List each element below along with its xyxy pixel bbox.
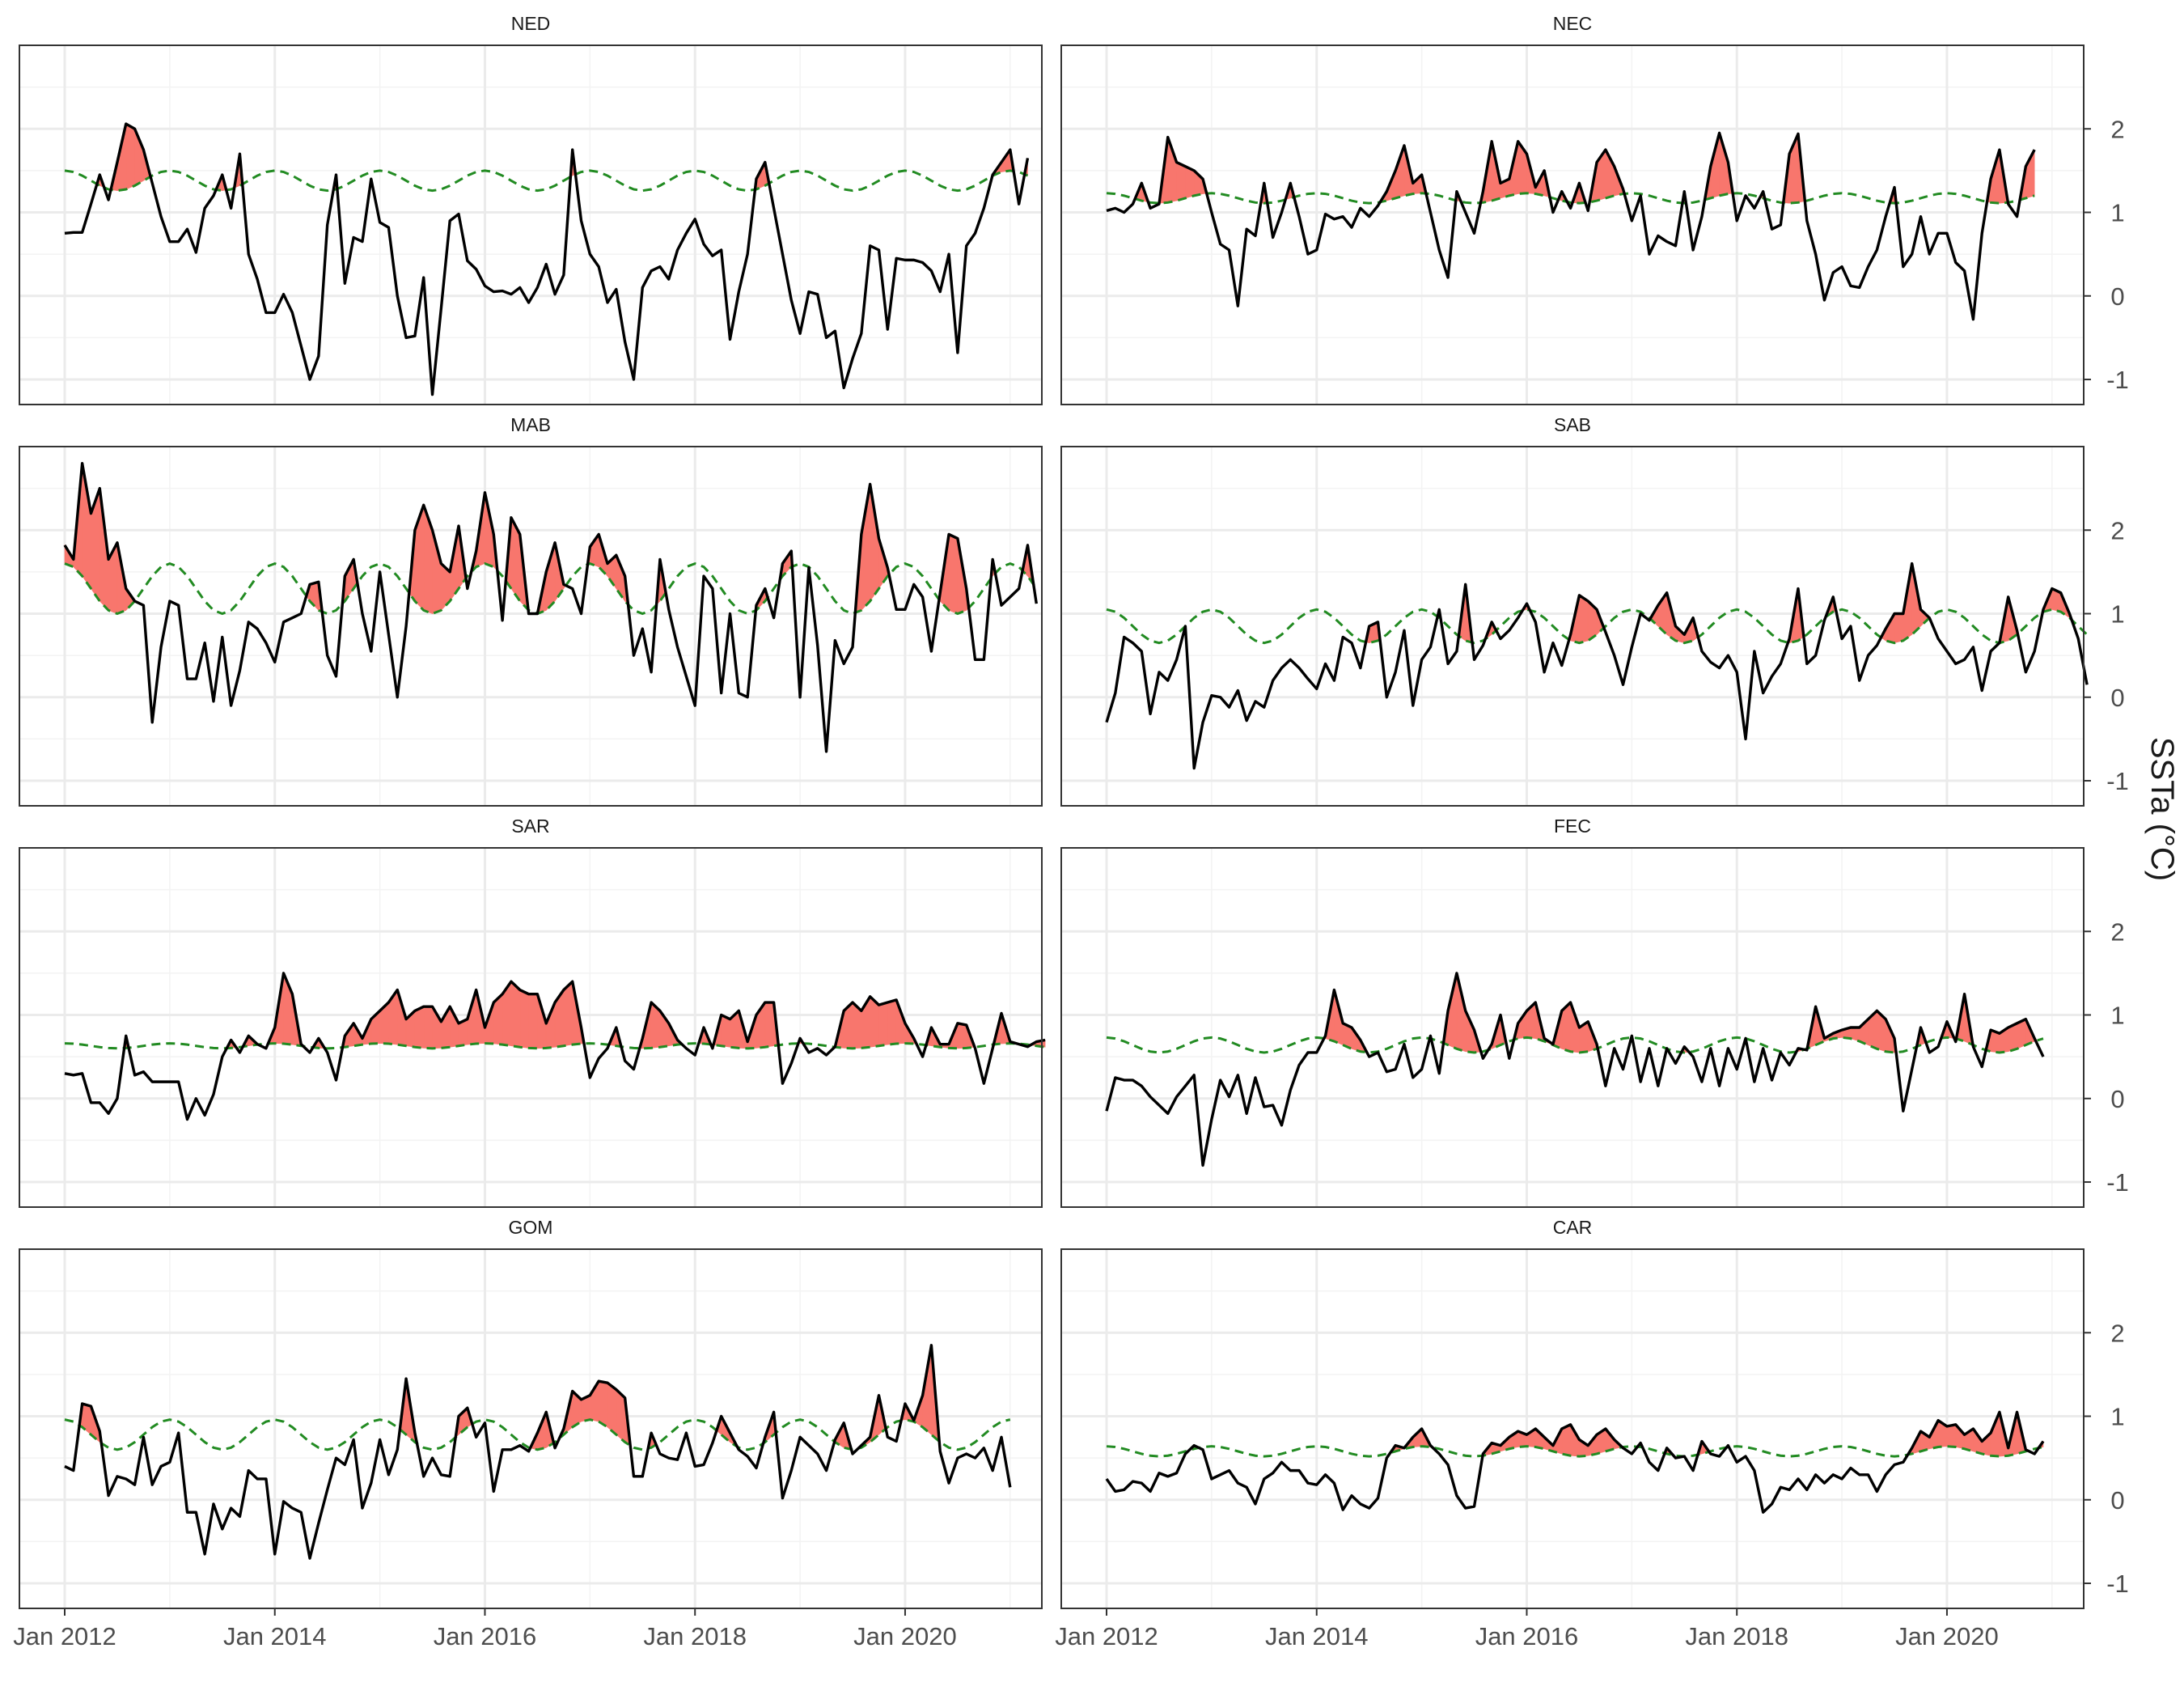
- panel-border: [1060, 1248, 2085, 1609]
- facet-strip-label: GOM: [509, 1217, 553, 1238]
- panel-nec: NEC: [1060, 13, 2085, 405]
- panel-background: [19, 1249, 1042, 1608]
- y-tick-label: 2: [2110, 516, 2124, 544]
- x-tick-label: Jan 2020: [1895, 1622, 1999, 1650]
- y-tick-label: -1: [2106, 1168, 2129, 1197]
- y-tick-label: -1: [2106, 366, 2129, 394]
- facet-strip-label: SAB: [1554, 414, 1591, 435]
- x-tick-label: Jan 2012: [13, 1622, 116, 1650]
- x-tick-label: Jan 2014: [1265, 1622, 1369, 1650]
- observed-line: [1105, 972, 2045, 1167]
- panel-background: [1061, 45, 2084, 405]
- y-axis-title: SSTa (°C): [2144, 737, 2180, 881]
- facet-strip-label: MAB: [510, 414, 551, 435]
- threshold-line: [1106, 192, 2035, 205]
- panel-car: CAR: [1060, 1217, 2085, 1609]
- y-tick-label: 1: [2110, 1002, 2124, 1030]
- y-tick-label: 2: [2110, 115, 2124, 143]
- facet-strip-label: CAR: [1553, 1217, 1593, 1238]
- x-tick-label: Jan 2018: [1685, 1622, 1788, 1650]
- x-tick-label: Jan 2016: [434, 1622, 537, 1650]
- threshold-line: [1106, 608, 2089, 645]
- panel-ned: NED: [19, 13, 1043, 405]
- panel-border: [19, 44, 1043, 405]
- observed-line: [1105, 1410, 2045, 1514]
- threshold-line: [64, 561, 1038, 616]
- panel-border: [1060, 446, 2085, 807]
- threshold-line: [1106, 1036, 2044, 1054]
- facet-strip-label: FEC: [1554, 816, 1591, 837]
- panel-sab: SAB: [1060, 414, 2089, 807]
- x-tick-label: Jan 2020: [853, 1622, 957, 1650]
- observed-line: [64, 1344, 1012, 1560]
- y-tick-label: 0: [2110, 1085, 2124, 1113]
- panel-border: [1060, 847, 2085, 1208]
- panel-border: [19, 446, 1043, 807]
- panel-border: [19, 1248, 1043, 1609]
- panel-sar: SAR: [19, 816, 1046, 1208]
- y-tick-label: 2: [2110, 917, 2124, 946]
- y-tick-label: 0: [2110, 684, 2124, 712]
- panel-background: [19, 447, 1042, 806]
- y-tick-label: -1: [2106, 767, 2129, 795]
- facet-strip-label: NEC: [1553, 13, 1593, 34]
- facet-strip-label: NED: [511, 13, 551, 34]
- x-tick-label: Jan 2014: [223, 1622, 327, 1650]
- y-tick-label: 0: [2110, 1486, 2124, 1515]
- observed-line: [1106, 131, 2036, 321]
- facet-strip-label: SAR: [511, 816, 549, 837]
- y-tick-label: -1: [2106, 1570, 2129, 1598]
- observed-line: [64, 122, 1030, 396]
- x-axis-ticks: Jan 2012 Jan 2014 Jan 2016 Jan 2018 Jan 2020…: [13, 1608, 1999, 1650]
- y-tick-label: 1: [2110, 199, 2124, 227]
- panel-gom: GOM: [19, 1217, 1043, 1609]
- y-tick-label: 1: [2110, 600, 2124, 629]
- y-tick-label: 2: [2110, 1319, 2124, 1347]
- y-axis-ticks: -1 0 1 2 -1 0 1 2 -1 0 1 2 -1 0 1 2: [2084, 115, 2129, 1598]
- y-tick-label: 1: [2110, 1403, 2124, 1431]
- x-tick-label: Jan 2012: [1055, 1622, 1158, 1650]
- observed-line: [64, 972, 1046, 1121]
- panel-border: [19, 847, 1043, 1208]
- observed-line: [1105, 561, 2089, 770]
- observed-line: [63, 461, 1038, 753]
- panel-background: [19, 45, 1042, 405]
- x-tick-label: Jan 2016: [1475, 1622, 1579, 1650]
- facet-panels: NED NEC MAB SAB SAR FEC GOM CAR: [19, 13, 2089, 1609]
- panel-mab: MAB: [19, 414, 1043, 807]
- panel-fec: FEC: [1060, 816, 2085, 1208]
- x-tick-label: Jan 2018: [643, 1622, 747, 1650]
- panel-border: [1060, 44, 2085, 405]
- y-tick-label: 0: [2110, 282, 2124, 311]
